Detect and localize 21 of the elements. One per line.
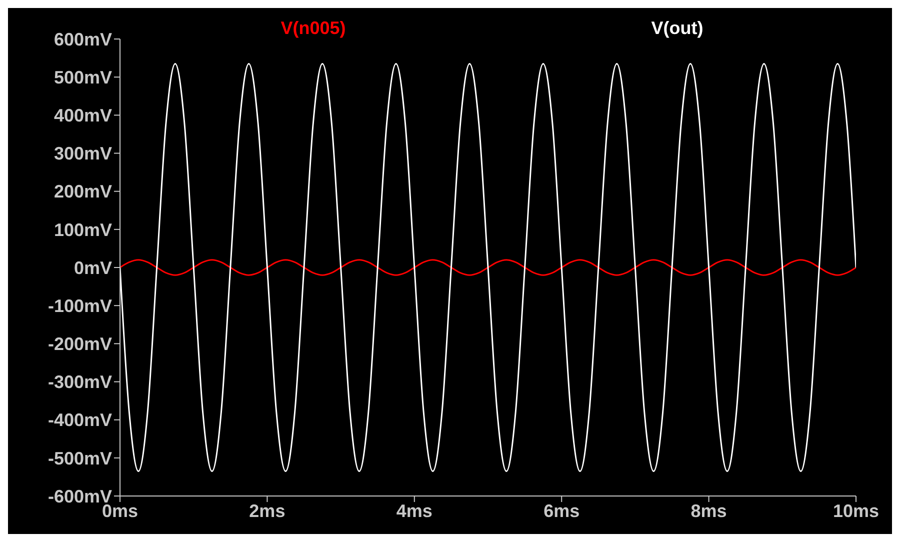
x-tick-label: 4ms: [396, 500, 432, 521]
y-tick-label: 400mV: [54, 106, 112, 126]
text: V(n005): [280, 18, 346, 39]
y-tick-label: -300mV: [48, 372, 112, 392]
y-tick-label: -400mV: [48, 410, 112, 430]
x-tick-label: 10ms: [832, 500, 880, 521]
y-tick-label: 100mV: [54, 220, 112, 240]
y-tick-label: 500mV: [54, 67, 112, 88]
line-series: [120, 63, 856, 472]
x-tick-label: 6ms: [544, 500, 580, 521]
line-series: [120, 259, 856, 276]
y-tick-label: 200mV: [54, 182, 112, 202]
y-tick-label: -100mV: [48, 296, 112, 316]
y-tick-label: 0mV: [74, 258, 112, 278]
series-label: V(out): [651, 18, 704, 39]
y-tick-label: -500mV: [48, 448, 112, 468]
x-tick-label: 8ms: [690, 500, 727, 521]
x-tick-label: 2ms: [249, 500, 286, 521]
y-tick-label: 600mV: [54, 29, 112, 50]
y-tick-label: -200mV: [48, 334, 112, 354]
y-tick-label: 300mV: [54, 144, 112, 164]
